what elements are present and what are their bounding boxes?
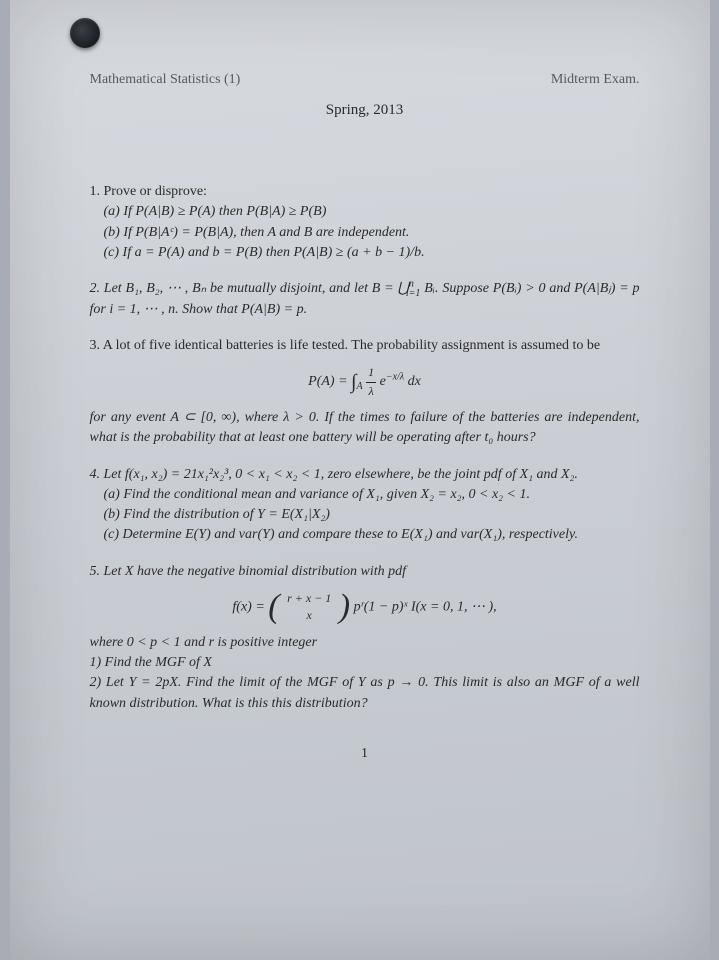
question-4: 4. Let f(x₁, x₂) = 21x₁²x₂³, 0 < x₁ < x₂… (90, 465, 640, 546)
q3-frac-num: 1 (366, 364, 376, 382)
q3-frac-den: λ (366, 383, 376, 400)
q5-lead: 5. Let X have the negative binomial dist… (90, 562, 640, 582)
q1-part-c: (c) If a = P(A) and b = P(B) then P(A|B)… (104, 243, 640, 263)
course-title: Mathematical Statistics (1) (90, 70, 241, 90)
binom-top: r + x − 1 (287, 590, 331, 607)
q3-lead: 3. A lot of five identical batteries is … (90, 338, 601, 353)
question-1: 1. Prove or disprove: (a) If P(A|B) ≥ P(… (90, 182, 640, 263)
exam-page: Mathematical Statistics (1) Midterm Exam… (10, 0, 710, 960)
question-3: 3. A lot of five identical batteries is … (90, 336, 640, 449)
q5-display: f(x) = r + x − 1 x pʳ(1 − p)ˣ I(x = 0, 1… (90, 590, 640, 625)
header-row: Mathematical Statistics (1) Midterm Exam… (90, 70, 640, 90)
q4-part-a: (a) Find the conditional mean and varian… (104, 485, 640, 505)
q3-exp-pow: −x/λ (386, 372, 404, 383)
exam-label: Midterm Exam. (551, 70, 640, 90)
q3-frac: 1 λ (366, 364, 376, 400)
q5-lhs: f(x) = (232, 600, 268, 615)
q5-rhs: pʳ(1 − p)ˣ I(x = 0, 1, ⋯ ), (354, 600, 497, 615)
q1-part-b: (b) If P(B|Aᶜ) = P(B|A), then A and B ar… (104, 223, 640, 243)
q4-part-c: (c) Determine E(Y) and var(Y) and compar… (104, 525, 640, 545)
q1-lead: 1. Prove or disprove: (90, 182, 640, 202)
q1-part-a: (a) If P(A|B) ≥ P(A) then P(B|A) ≥ P(B) (104, 202, 640, 222)
q4-part-b: (b) Find the distribution of Y = E(X₁|X₂… (104, 505, 640, 525)
union-sub: i=1 (406, 288, 421, 299)
binomial-icon: r + x − 1 x (268, 590, 350, 625)
q3-exp: e−x/λ (380, 374, 405, 389)
hole-punch (70, 18, 100, 48)
question-5: 5. Let X have the negative binomial dist… (90, 562, 640, 714)
page-number: 1 (90, 744, 640, 764)
integral-domain: A (357, 381, 363, 392)
q4-lead: 4. Let f(x₁, x₂) = 21x₁²x₂³, 0 < x₁ < x₂… (90, 465, 640, 485)
q3-dx: dx (408, 374, 421, 389)
q3-display: P(A) = ∫A 1 λ e−x/λ dx (90, 364, 640, 400)
q3-tail: for any event A ⊂ [0, ∞), where λ > 0. I… (90, 410, 640, 445)
q5-tail-2: 1) Find the MGF of X (90, 653, 640, 673)
q5-tail-1: where 0 < p < 1 and r is positive intege… (90, 633, 640, 653)
term-subtitle: Spring, 2013 (90, 100, 640, 122)
q2-text-a: 2. Let B₁, B₂, ⋯ , Bₙ be mutually disjoi… (90, 281, 409, 296)
binom-bot: x (287, 607, 331, 624)
q3-lhs: P(A) = (308, 374, 351, 389)
q5-tail-3: 2) Let Y = 2pX. Find the limit of the MG… (90, 673, 640, 714)
question-2: 2. Let B₁, B₂, ⋯ , Bₙ be mutually disjoi… (90, 279, 640, 320)
